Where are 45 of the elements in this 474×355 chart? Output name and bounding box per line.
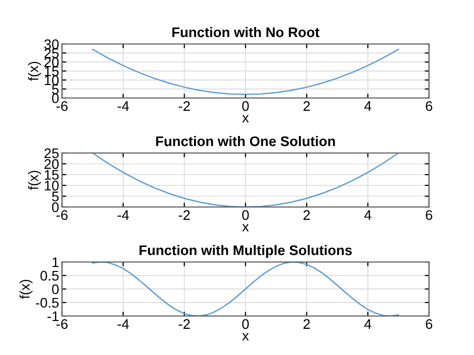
x-tick-label: 4 <box>364 210 372 220</box>
x-tick-label: -4 <box>118 319 129 329</box>
y-tick-label: -1 <box>47 311 59 322</box>
y-axis-title: f(x) <box>28 170 41 190</box>
y-tick-label: 5 <box>52 192 59 202</box>
y-tick-label: 15 <box>44 170 59 180</box>
x-tick-label: -4 <box>118 210 129 220</box>
x-axis-title: x <box>242 224 249 232</box>
x-axis-title: x <box>242 333 249 340</box>
x-tick-label: -6 <box>56 319 68 329</box>
x-tick-label: 4 <box>364 101 372 111</box>
y-tick-label: 20 <box>44 159 59 169</box>
chart-title: Function with One Solution <box>156 136 335 146</box>
y-tick-label: 10 <box>44 180 59 191</box>
x-tick-label: 0 <box>242 210 249 220</box>
x-tick-label: -2 <box>178 101 190 111</box>
x-axis-title: x <box>242 115 249 122</box>
y-tick-label: 0 <box>52 284 59 294</box>
x-tick-label: 0 <box>242 319 249 329</box>
y-tick-label: 0 <box>52 93 59 104</box>
x-tick-label: 2 <box>304 319 310 329</box>
x-tick-label: 4 <box>364 319 372 329</box>
x-tick-label: -2 <box>178 319 190 329</box>
y-tick-label: 0 <box>52 202 59 212</box>
y-tick-label: 0.5 <box>40 270 59 281</box>
y-tick-label: -0.5 <box>36 298 59 308</box>
x-tick-label: -4 <box>118 101 129 111</box>
x-tick-label: 6 <box>426 210 432 220</box>
line-series <box>92 262 400 316</box>
y-axis-title: f(x) <box>20 280 33 299</box>
chart-title: Function with Multiple Solutions <box>140 244 352 258</box>
chart-title: Function with No Root <box>172 26 320 38</box>
x-tick-label: 0 <box>242 101 249 111</box>
x-tick-label: 2 <box>304 210 310 220</box>
y-tick-label: 25 <box>44 148 59 158</box>
line-series <box>92 153 400 207</box>
x-tick-label: -2 <box>178 210 190 220</box>
x-tick-label: 2 <box>304 101 310 111</box>
x-tick-label: 6 <box>426 319 432 329</box>
y-tick-label: 1 <box>52 257 59 268</box>
line-series <box>92 48 400 96</box>
x-tick-label: 6 <box>426 101 432 111</box>
x-tick-label: -6 <box>56 210 68 220</box>
x-tick-label: -6 <box>56 101 68 111</box>
y-axis-title: f(x) <box>28 62 41 81</box>
